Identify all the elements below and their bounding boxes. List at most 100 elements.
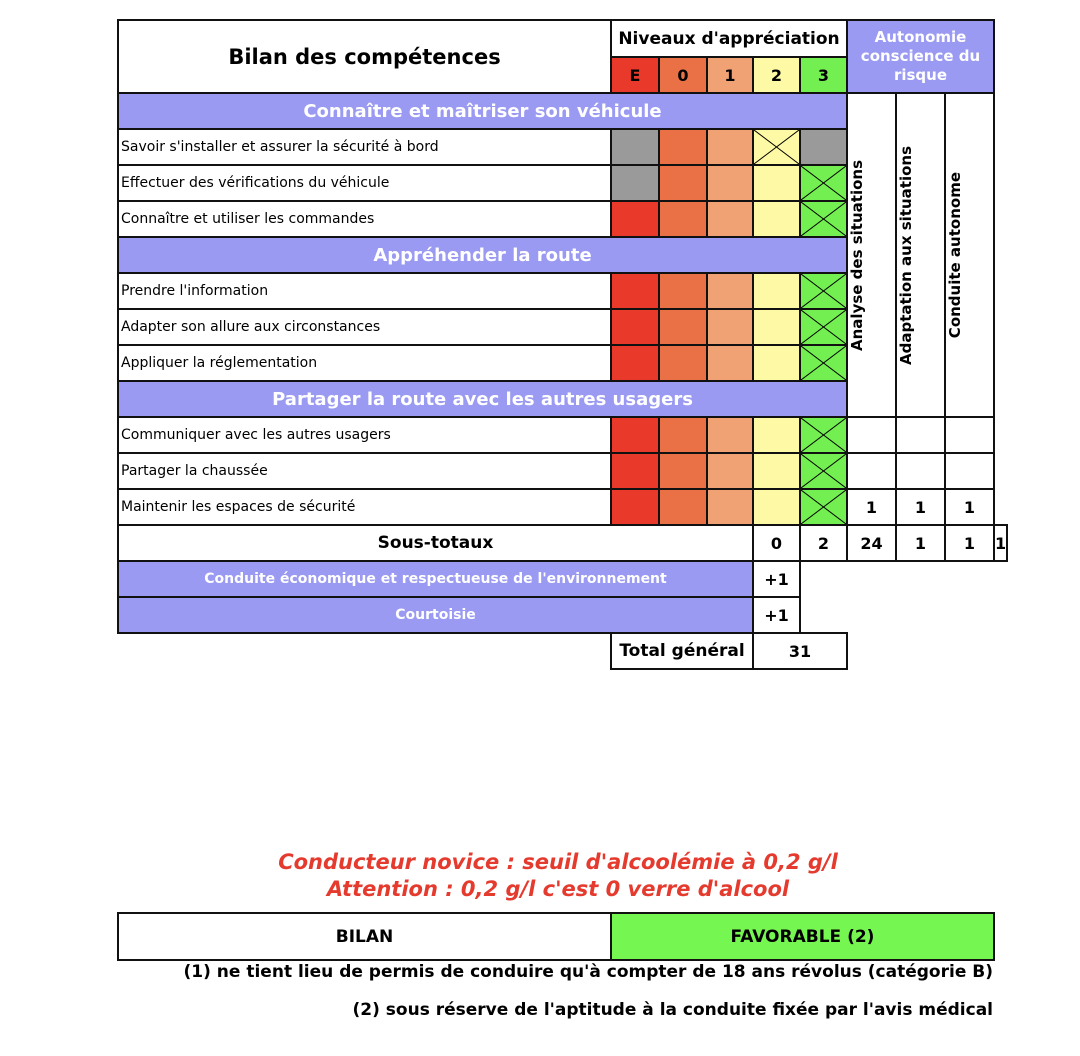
skill-row: Connaître et utiliser les commandes	[117, 200, 1007, 238]
warning-line-1: Conducteur novice : seuil d'alcoolémie à…	[278, 850, 838, 874]
autonomy-cell	[895, 452, 946, 490]
level-cell-2	[752, 452, 801, 490]
section-header: Partager la route avec les autres usager…	[117, 380, 848, 418]
level-cell-1	[706, 344, 754, 382]
autonomy-cell	[944, 452, 995, 490]
skill-row: Partager la chaussée	[117, 452, 1007, 490]
footnote-1: (1) ne tient lieu de permis de conduire …	[183, 962, 993, 982]
level-cell-0	[658, 128, 708, 166]
total-value: 31	[752, 632, 848, 670]
bilan-table: BILAN FAVORABLE (2)	[117, 912, 995, 961]
autonomy-cell	[846, 416, 897, 454]
empty	[847, 633, 994, 669]
level-cell-1	[706, 416, 754, 454]
subtotals-label: Sous-totaux	[117, 524, 754, 562]
skill-label: Partager la chaussée	[117, 452, 612, 490]
level-cell-2	[752, 164, 801, 202]
table-title: Bilan des compétences	[117, 19, 612, 94]
autonomy-column-label: Adaptation aux situations	[897, 145, 915, 365]
level-cell-3	[799, 128, 848, 166]
level-cell-3-checked	[799, 200, 848, 238]
bilan-result: FAVORABLE (2)	[610, 912, 995, 961]
level-cell-3-checked	[799, 344, 848, 382]
level-cell-1	[706, 488, 754, 526]
level-3: 3	[799, 56, 848, 94]
level-cell-3-checked	[799, 164, 848, 202]
level-cell-3-checked	[799, 272, 848, 310]
level-cell-1	[706, 200, 754, 238]
level-cell-2	[752, 344, 801, 382]
level-cell-E	[610, 416, 660, 454]
subtotal-value: 1	[895, 524, 946, 562]
subtotal-value: 0	[752, 524, 801, 562]
bilan-label: BILAN	[117, 912, 612, 961]
subtotal-value: 1	[944, 524, 995, 562]
skill-row: Savoir s'installer et assurer la sécurit…	[117, 128, 1007, 166]
skill-label: Effectuer des vérifications du véhicule	[117, 164, 612, 202]
section-header: Connaître et maîtriser son véhicule	[117, 92, 848, 130]
level-cell-0	[658, 272, 708, 310]
skill-label: Communiquer avec les autres usagers	[117, 416, 612, 454]
level-cell-E	[610, 272, 660, 310]
section-header: Appréhender la route	[117, 236, 848, 274]
skill-row: Adapter son allure aux circonstances	[117, 308, 1007, 346]
level-2: 2	[752, 56, 801, 94]
level-cell-1	[706, 308, 754, 346]
level-1: 1	[706, 56, 754, 94]
subtotal-value: 24	[846, 524, 897, 562]
level-E: E	[610, 56, 660, 94]
level-cell-E	[610, 452, 660, 490]
level-cell-E	[610, 200, 660, 238]
bonus-value: +1	[752, 560, 801, 598]
level-cell-2	[752, 416, 801, 454]
level-cell-0	[658, 416, 708, 454]
autonomy-column-header: Adaptation aux situations	[895, 92, 946, 418]
skill-label: Connaître et utiliser les commandes	[117, 200, 612, 238]
autonomy-column-header: Analyse des situations	[846, 92, 897, 418]
level-cell-1	[706, 164, 754, 202]
bonus-label: Conduite économique et respectueuse de l…	[117, 560, 754, 598]
skills-table: Bilan des compétences Niveaux d'apprécia…	[117, 19, 1009, 670]
level-cell-3-checked	[799, 452, 848, 490]
autonomy-column-label: Analyse des situations	[848, 159, 866, 351]
bonus-value: +1	[752, 596, 801, 634]
level-cell-E	[610, 488, 660, 526]
empty	[800, 597, 994, 633]
autonomy-cell: 1	[895, 488, 946, 526]
level-cell-2	[752, 272, 801, 310]
autonomy-column-header: Conduite autonome	[944, 92, 995, 418]
level-cell-3-checked	[799, 488, 848, 526]
level-cell-1	[706, 128, 754, 166]
autonomy-cell	[846, 452, 897, 490]
level-cell-0	[658, 452, 708, 490]
level-cell-1	[706, 452, 754, 490]
total-label: Total général	[610, 632, 754, 670]
skill-row: Effectuer des vérifications du véhicule	[117, 164, 1007, 202]
level-cell-0	[658, 200, 708, 238]
level-cell-0	[658, 344, 708, 382]
level-cell-E	[610, 164, 660, 202]
level-cell-0	[658, 308, 708, 346]
subtotal-value: 2	[799, 524, 848, 562]
skill-row: Communiquer avec les autres usagers	[117, 416, 1007, 454]
level-cell-0	[658, 488, 708, 526]
autonomy-column-label: Conduite autonome	[946, 171, 964, 339]
level-cell-3-checked	[799, 416, 848, 454]
autonomy-cell	[944, 416, 995, 454]
level-cell-E	[610, 128, 660, 166]
level-cell-3-checked	[799, 308, 848, 346]
level-cell-2	[752, 200, 801, 238]
level-cell-E	[610, 344, 660, 382]
autonomy-cell: 1	[846, 488, 897, 526]
skill-label: Appliquer la réglementation	[117, 344, 612, 382]
level-0: 0	[658, 56, 708, 94]
skill-row: Appliquer la réglementation	[117, 344, 1007, 382]
bonus-label: Courtoisie	[117, 596, 754, 634]
skill-label: Prendre l'information	[117, 272, 612, 310]
subtotal-value: 1	[992, 524, 1009, 562]
empty	[118, 633, 611, 669]
footnote-2: (2) sous réserve de l'aptitude à la cond…	[352, 1000, 993, 1020]
skill-label: Adapter son allure aux circonstances	[117, 308, 612, 346]
skill-row: Prendre l'information	[117, 272, 1007, 310]
autonomy-cell	[895, 416, 946, 454]
